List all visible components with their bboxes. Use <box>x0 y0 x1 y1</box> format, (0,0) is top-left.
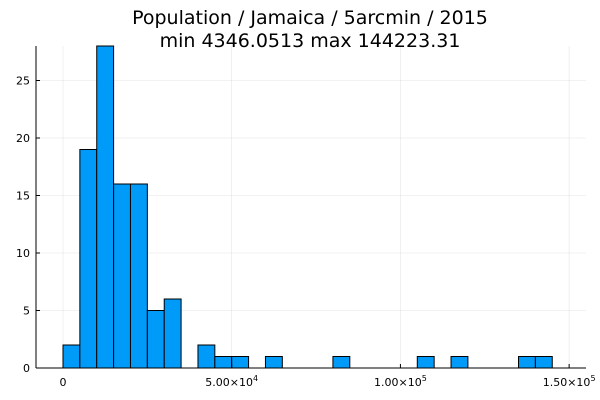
histogram-bar <box>163 298 182 369</box>
histogram-bar <box>62 344 81 369</box>
histogram-bar <box>197 344 216 369</box>
x-tick-label: 5.00×104 <box>205 374 258 389</box>
x-tick-label: 0 <box>59 376 66 389</box>
histogram-bar <box>332 356 351 369</box>
histogram-bar <box>450 356 469 369</box>
tick-labels: 0 5.00×104 1.00×105 1.50×105 0 5 10 15 20 25 <box>16 75 596 390</box>
y-tick-label: 20 <box>16 132 30 145</box>
histogram-bar <box>129 183 148 369</box>
histogram-bar <box>146 310 165 369</box>
histogram-bar <box>96 45 115 369</box>
histogram-bar <box>416 356 435 369</box>
histogram-bars <box>62 45 553 369</box>
histogram-bar <box>534 356 553 369</box>
chart-subtitle: min 4346.0513 max 144223.31 <box>160 30 461 52</box>
histogram-bar <box>214 356 233 369</box>
axes <box>35 46 586 369</box>
y-tick-label: 5 <box>23 305 30 318</box>
histogram-bar <box>79 149 98 369</box>
y-tick-label: 10 <box>16 247 30 260</box>
x-tick-label: 1.50×105 <box>543 374 596 389</box>
chart-title: Population / Jamaica / 5arcmin / 2015 <box>132 7 488 29</box>
histogram-bar <box>231 356 250 369</box>
y-tick-label: 25 <box>16 75 30 88</box>
y-tick-label: 15 <box>16 190 30 203</box>
histogram-bar <box>264 356 283 369</box>
histogram-bar <box>518 356 536 369</box>
x-tick-label: 1.00×105 <box>374 374 427 389</box>
y-tick-label: 0 <box>23 362 30 375</box>
histogram-bar <box>113 183 131 369</box>
